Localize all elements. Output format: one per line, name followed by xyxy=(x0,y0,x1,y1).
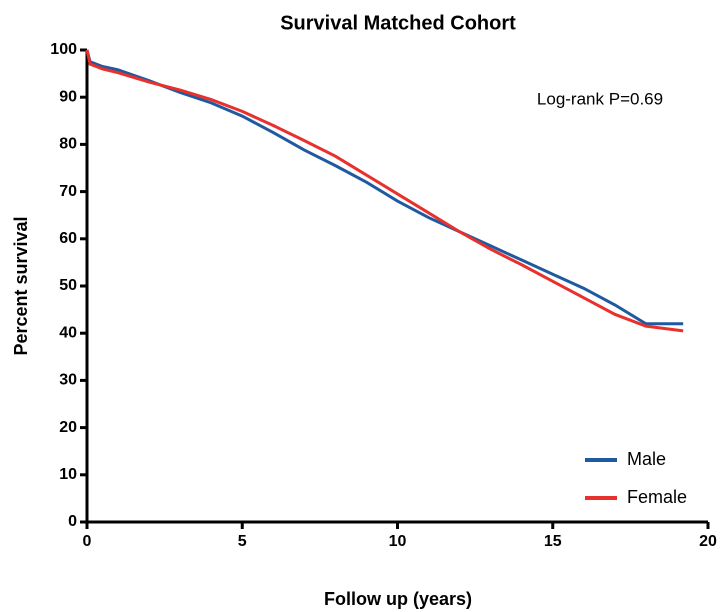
y-tick-label: 90 xyxy=(59,88,77,105)
annotation: Log-rank P=0.69 xyxy=(537,89,663,108)
y-tick-label: 50 xyxy=(59,277,77,294)
y-tick-label: 0 xyxy=(68,513,77,530)
survival-line xyxy=(85,49,684,333)
legend-label: Male xyxy=(627,449,666,469)
y-tick-label: 60 xyxy=(59,230,77,247)
legend-label: Female xyxy=(627,487,687,507)
y-tick-label: 20 xyxy=(59,419,77,436)
x-axis-label: Follow up (years) xyxy=(324,589,472,609)
x-tick-label: 5 xyxy=(238,533,247,550)
y-tick-label: 10 xyxy=(59,466,77,483)
survival-line xyxy=(85,49,684,326)
x-tick-label: 20 xyxy=(699,533,717,550)
y-tick-label: 100 xyxy=(50,41,77,58)
y-tick-label: 30 xyxy=(59,372,77,389)
y-tick-label: 70 xyxy=(59,183,77,200)
x-tick-label: 15 xyxy=(544,533,562,550)
x-tick-label: 0 xyxy=(83,533,92,550)
y-axis-label: Percent survival xyxy=(11,216,31,355)
y-tick-label: 40 xyxy=(59,324,77,341)
x-tick-label: 10 xyxy=(389,533,407,550)
chart-title: Survival Matched Cohort xyxy=(280,12,516,34)
y-tick-label: 80 xyxy=(59,136,77,153)
